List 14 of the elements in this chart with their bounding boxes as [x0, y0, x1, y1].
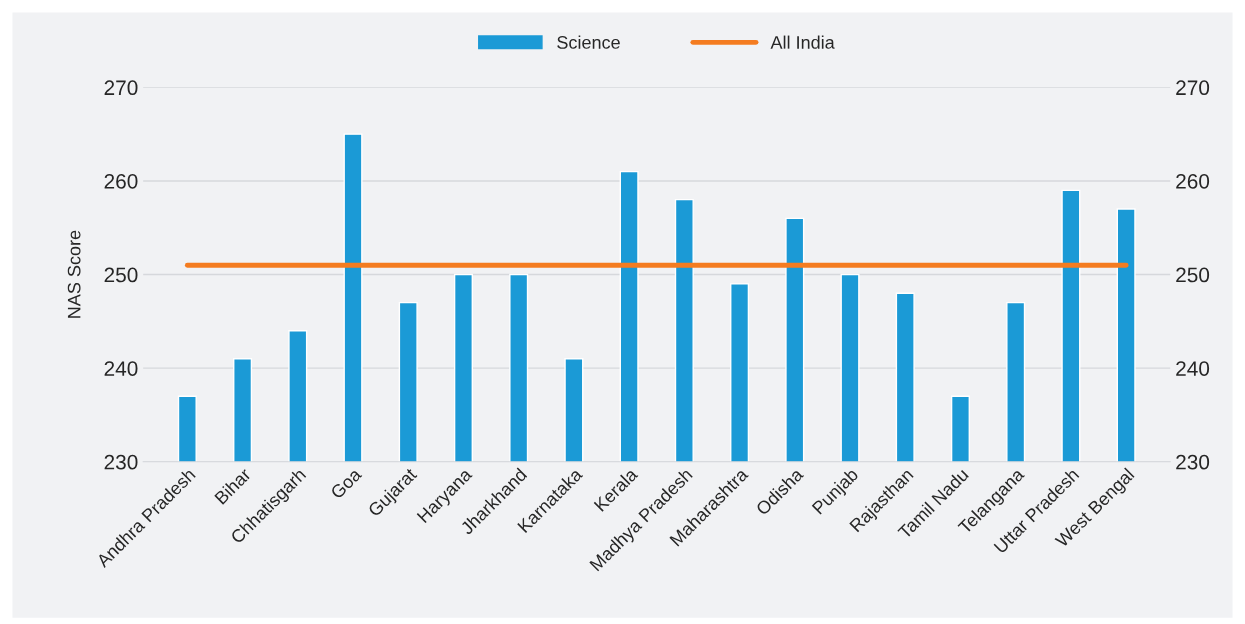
y-tick-label: 240	[104, 361, 138, 376]
legend-label: Science	[557, 35, 620, 49]
y-axis-title: NAS Score	[67, 230, 81, 318]
x-tick-label: Goa	[329, 466, 363, 500]
y2-tick-label: 250	[1176, 267, 1210, 283]
y2-tick-label: 260	[1176, 173, 1210, 189]
y2-tick-label: 240	[1176, 361, 1210, 376]
y2-tick-label: 230	[1176, 454, 1210, 470]
y-tick-label: 230	[104, 454, 138, 470]
y-tick-label: 270	[104, 80, 138, 96]
y-tick-label: 250	[104, 267, 138, 283]
y2-tick-label: 270	[1176, 80, 1210, 96]
y-tick-label: 260	[104, 173, 138, 189]
legend-label: All India	[770, 35, 835, 49]
